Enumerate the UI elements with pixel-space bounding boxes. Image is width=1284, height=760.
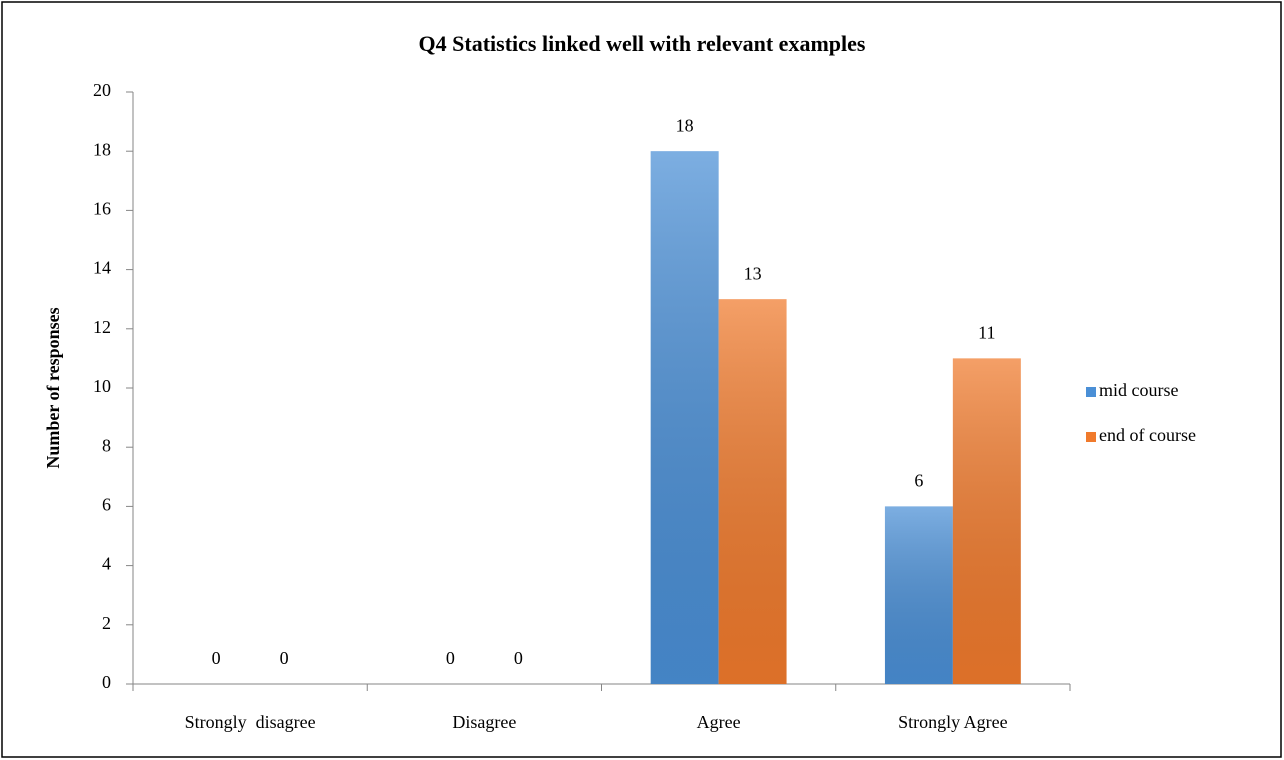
bar-shine [650,151,719,684]
x-tick-label: Disagree [452,712,516,732]
y-tick-label: 12 [93,317,111,337]
legend-swatch [1086,387,1096,397]
y-tick-label: 6 [102,495,111,515]
data-label: 18 [676,115,694,135]
y-tick-label: 16 [93,199,111,219]
x-tick-label: Strongly disagree [185,712,316,732]
y-tick-label: 20 [93,80,111,100]
data-label: 11 [978,323,995,343]
y-axis-label: Number of responses [43,307,63,468]
data-label: 0 [212,648,221,668]
y-tick-label: 18 [93,139,111,159]
y-tick-label: 4 [102,554,111,574]
x-tick-label: Agree [697,712,741,732]
data-label: 0 [446,648,455,668]
legend-label: end of course [1099,425,1196,445]
x-tick-label: Strongly Agree [898,712,1008,732]
legend-swatch [1086,432,1096,442]
data-label: 0 [280,648,289,668]
y-tick-label: 10 [93,376,111,396]
y-tick-label: 14 [93,258,111,278]
data-label: 6 [914,471,923,491]
y-tick-label: 2 [102,613,111,633]
data-label: 13 [744,263,762,283]
data-label: 0 [514,648,523,668]
y-tick-label: 8 [102,435,111,455]
y-tick-label: 0 [102,672,111,692]
bar-shine [718,299,787,684]
chart-title: Q4 Statistics linked well with relevant … [419,31,866,56]
bar-shine [884,506,953,684]
bar-shine [952,358,1021,684]
legend-label: mid course [1099,380,1178,400]
